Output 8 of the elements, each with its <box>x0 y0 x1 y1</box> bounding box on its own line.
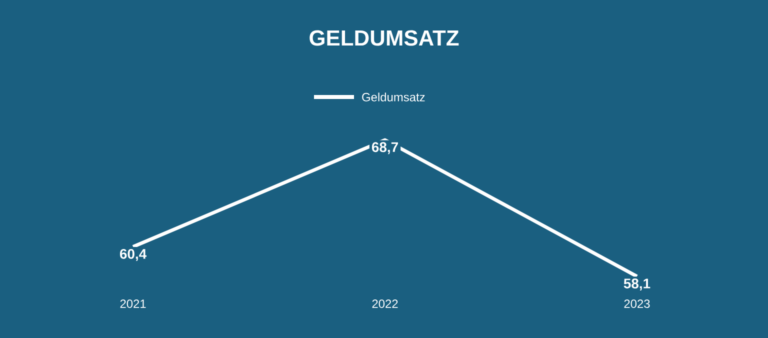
x-tick-label: 2023 <box>624 300 650 308</box>
data-label: 60,4 <box>120 248 147 261</box>
chart-title: GELDUMSATZ <box>310 30 459 46</box>
x-tick-label: 2021 <box>120 300 146 308</box>
legend-label: Geldumsatz <box>362 92 425 102</box>
data-label: 68,7 <box>372 142 398 154</box>
data-label: 58,1 <box>624 278 650 290</box>
x-tick-label: 2022 <box>372 300 398 308</box>
